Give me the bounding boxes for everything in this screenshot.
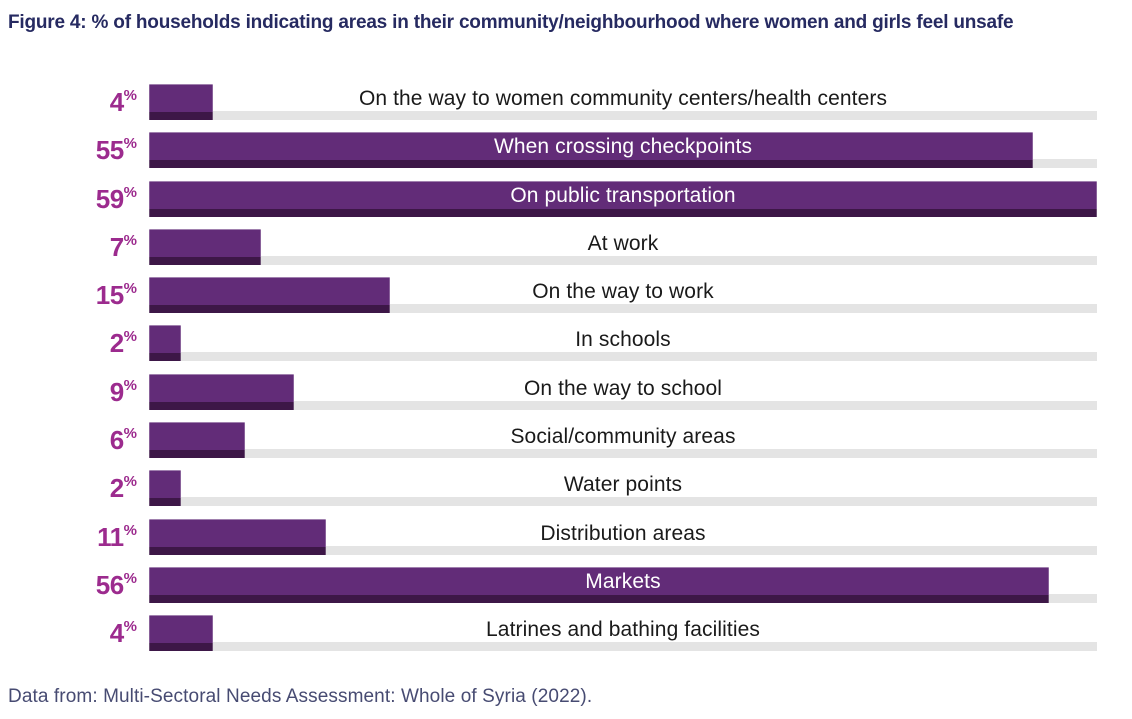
bar-track-area: On the way to school	[149, 373, 1097, 410]
bar-value-number: 9	[109, 376, 124, 407]
bar-row: 2% In schools	[0, 325, 1097, 362]
bar-row: 6% Social/community areas	[0, 422, 1097, 459]
bar-track-area: Distribution areas	[149, 518, 1097, 555]
bar-value-label: 6%	[0, 422, 149, 458]
bar-track	[149, 352, 1097, 362]
percent-sign: %	[123, 280, 137, 298]
bar-row: 59% On public transportation	[0, 180, 1097, 217]
bar-value-number: 6	[109, 425, 124, 456]
bar-track-area: On public transportation	[149, 180, 1097, 217]
percent-sign: %	[123, 87, 137, 104]
percent-sign: %	[123, 183, 137, 201]
bar-value-number: 55	[95, 135, 124, 166]
bar-row: 4% On the way to women community centers…	[0, 84, 1097, 120]
bar-fill	[149, 373, 294, 410]
bar-fill	[149, 615, 214, 652]
bar-value-number: 4	[109, 87, 124, 117]
bar-row: 7% At work	[0, 228, 1097, 265]
bar-fill	[149, 228, 262, 265]
bar-value-label: 59%	[0, 181, 149, 217]
source-note: Data from: Multi-Sectoral Needs Assessme…	[8, 686, 593, 707]
percent-sign: %	[123, 618, 137, 636]
bar-track-area: At work	[149, 228, 1097, 265]
bar-category-label: Social/community areas	[510, 425, 736, 449]
bar-value-label: 7%	[0, 229, 149, 265]
bar-track	[149, 255, 1097, 265]
percent-sign: %	[123, 328, 137, 346]
bar-category-label: Water points	[563, 473, 683, 497]
bar-value-number: 15	[95, 280, 124, 311]
bar-value-number: 7	[109, 231, 124, 262]
bar-value-label: 11%	[0, 519, 149, 555]
bar-row: 2% Water points	[0, 470, 1097, 507]
bar-track	[149, 497, 1097, 507]
bar-track	[149, 111, 1097, 120]
bar-row: 15% On the way to work	[0, 277, 1097, 314]
bar-fill	[149, 470, 182, 507]
bar-fill	[149, 566, 1049, 603]
bar-track-area: Social/community areas	[149, 422, 1097, 459]
bar-value-label: 9%	[0, 374, 149, 410]
bar-track-area: In schools	[149, 325, 1097, 362]
bar-track-area: Latrines and bathing facilities	[149, 615, 1097, 652]
bar-value-label: 4%	[0, 615, 149, 651]
percent-sign: %	[123, 473, 137, 491]
bar-track	[149, 400, 1097, 410]
bar-value-label: 55%	[0, 132, 149, 168]
bar-row: 4% Latrines and bathing facilities	[0, 615, 1097, 652]
bar-track-area: When crossing checkpoints	[149, 132, 1097, 169]
bar-track	[149, 545, 1097, 555]
bar-track	[149, 449, 1097, 459]
percent-sign: %	[123, 135, 137, 153]
bar-value-number: 11	[97, 521, 124, 552]
bar-row: 11% Distribution areas	[0, 518, 1097, 555]
bar-value-number: 4	[109, 618, 124, 649]
bar-value-label: 56%	[0, 567, 149, 603]
bar-value-label: 4%	[0, 84, 149, 120]
bar-fill	[149, 180, 1097, 217]
bar-track-area: On the way to work	[149, 277, 1097, 314]
bar-value-label: 2%	[0, 470, 149, 506]
bar-fill	[149, 422, 246, 459]
bar-fill	[149, 132, 1033, 169]
bar-value-label: 2%	[0, 325, 149, 361]
bar-track-area: Water points	[149, 470, 1097, 507]
bar-row: 55% When crossing checkpoints	[0, 132, 1097, 169]
bar-value-number: 56	[95, 569, 124, 600]
percent-sign: %	[123, 521, 137, 539]
percent-sign: %	[123, 231, 137, 249]
bar-row: 9% On the way to school	[0, 373, 1097, 410]
bar-value-number: 59	[95, 183, 124, 214]
bar-track-area: On the way to women community centers/he…	[149, 84, 1097, 120]
percent-sign: %	[123, 425, 137, 443]
bar-category-label: At work	[587, 231, 659, 255]
bar-category-label: Latrines and bathing facilities	[486, 618, 760, 642]
figure-title: Figure 4: % of households indicating are…	[8, 12, 1014, 33]
bar-category-label: In schools	[575, 328, 671, 352]
bar-value-number: 2	[109, 328, 124, 359]
bar-fill	[149, 277, 391, 314]
bar-row: 56% Markets	[0, 566, 1097, 603]
bar-track	[149, 642, 1097, 652]
percent-sign: %	[123, 376, 137, 394]
bar-value-label: 15%	[0, 277, 149, 313]
bar-fill	[149, 325, 182, 362]
bar-fill	[149, 84, 214, 120]
bar-chart: 4% On the way to women community centers…	[0, 84, 1097, 652]
bar-fill	[149, 518, 326, 555]
bar-track-area: Markets	[149, 566, 1097, 603]
percent-sign: %	[123, 569, 137, 587]
bar-category-label: On the way to women community centers/he…	[358, 87, 888, 110]
bar-track	[149, 304, 1097, 314]
bar-value-number: 2	[109, 473, 124, 504]
